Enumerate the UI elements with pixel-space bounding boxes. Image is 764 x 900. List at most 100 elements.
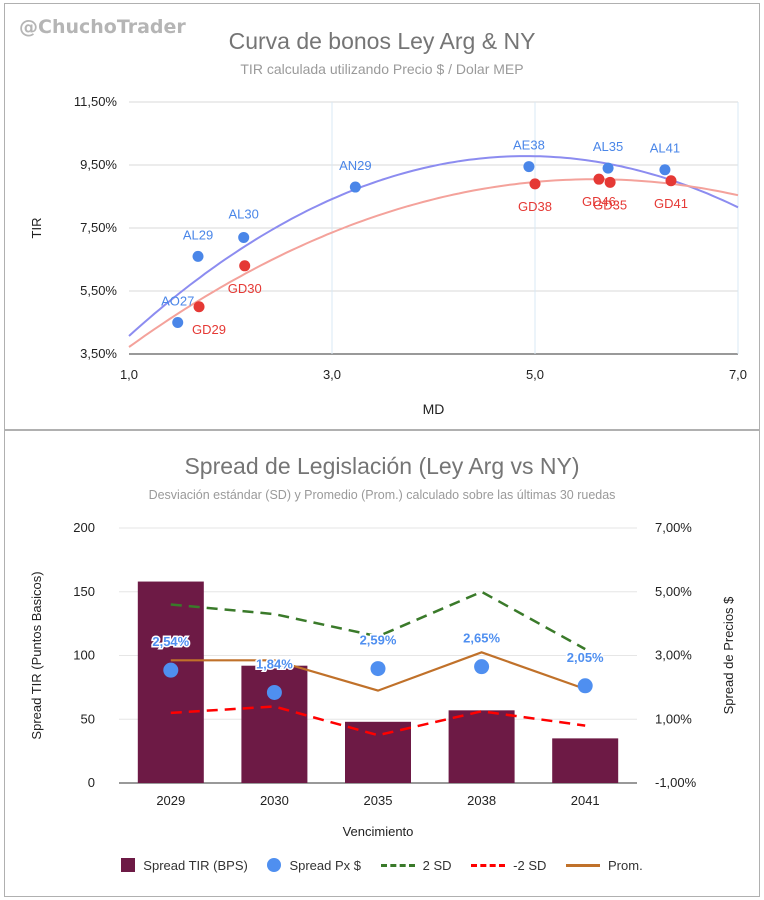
trendline bbox=[128, 178, 739, 348]
data-point bbox=[163, 662, 179, 678]
data-point bbox=[665, 175, 677, 187]
data-point bbox=[193, 301, 205, 313]
y2-tick-label: 7,00% bbox=[655, 520, 692, 535]
data-point bbox=[239, 260, 251, 272]
data-label: AL29 bbox=[183, 227, 213, 242]
x-tick-label: 2029 bbox=[156, 793, 185, 808]
y2-tick-label: 5,00% bbox=[655, 584, 692, 599]
x-tick-label: 2030 bbox=[260, 793, 289, 808]
legend-swatch bbox=[566, 863, 601, 867]
x-tick-label: 2038 bbox=[467, 793, 496, 808]
bar bbox=[448, 710, 515, 783]
data-label: GD46 bbox=[582, 194, 616, 209]
data-label: AL30 bbox=[229, 206, 259, 221]
data-point bbox=[266, 684, 282, 700]
data-label: GD38 bbox=[518, 199, 552, 214]
y2-tick-label: -1,00% bbox=[655, 775, 697, 790]
y-tick-label: 100 bbox=[73, 648, 95, 663]
legend-label: Spread Px $ bbox=[289, 857, 361, 873]
x-tick-label: 1,0 bbox=[120, 367, 138, 382]
data-point bbox=[659, 164, 671, 176]
bar bbox=[241, 665, 308, 783]
data-point bbox=[192, 250, 204, 262]
data-label: AN29 bbox=[339, 158, 372, 173]
data-point bbox=[604, 176, 616, 188]
data-label: GD30 bbox=[228, 281, 262, 296]
data-label: 2,05% bbox=[567, 650, 604, 665]
legend-item-2sd: 2 SD bbox=[380, 857, 452, 873]
watermark: @ChuchoTrader bbox=[19, 16, 186, 38]
data-point bbox=[349, 181, 361, 193]
data-point bbox=[529, 178, 541, 190]
chart-subtitle: TIR calculada utilizando Precio $ / Dola… bbox=[240, 61, 524, 77]
data-label: GD29 bbox=[192, 322, 226, 337]
bar bbox=[137, 581, 204, 783]
data-label: 2,65% bbox=[463, 631, 500, 646]
data-point bbox=[172, 317, 184, 328]
data-label: GD41 bbox=[654, 196, 688, 211]
x-axis-title: Vencimiento bbox=[343, 824, 414, 839]
y2-axis-title: Spread de Precios $ bbox=[721, 596, 736, 715]
bond-curve-plot: 3,50% 5,50% 7,50% 9,50% 11,50% 1,0 3,0 5,0 7,0 MD… bbox=[29, 94, 747, 417]
data-point bbox=[602, 162, 614, 174]
data-label: 1,84% bbox=[256, 656, 293, 671]
data-label: AL35 bbox=[593, 139, 623, 154]
data-point bbox=[577, 678, 593, 694]
chart-legend: Spread TIR (BPS) Spread Px $ 2 SD -2 SD … bbox=[5, 856, 759, 873]
chart-title: Curva de bonos Ley Arg & NY bbox=[228, 28, 536, 54]
x-tick-label: 5,0 bbox=[526, 367, 544, 382]
x-tick-label: 2035 bbox=[364, 793, 393, 808]
bar bbox=[345, 721, 411, 783]
data-point bbox=[523, 161, 535, 173]
legend-item-spread-tir: Spread TIR (BPS) bbox=[121, 857, 248, 873]
data-label: AL41 bbox=[650, 141, 680, 156]
y2-tick-label: 3,00% bbox=[655, 648, 692, 663]
legend-label: Spread TIR (BPS) bbox=[143, 857, 248, 873]
data-label: GD35 bbox=[593, 197, 627, 212]
y-tick-label: 200 bbox=[73, 520, 95, 535]
chart-subtitle: Desviación estándar (SD) y Promedio (Pro… bbox=[148, 488, 616, 502]
y-tick-label: 9,50% bbox=[80, 157, 117, 172]
legend-swatch bbox=[380, 863, 415, 867]
series-line bbox=[170, 590, 586, 651]
data-label: 2,54% bbox=[152, 634, 189, 649]
data-point bbox=[593, 173, 605, 185]
legend-label: -2 SD bbox=[513, 857, 547, 873]
y-axis-title: TIR bbox=[29, 218, 44, 239]
spread-plot: 0 50 100 150 200 -1,00% 1,00% 3,00% 5,00% 7,00% Sp… bbox=[29, 520, 736, 839]
legend-label: 2 SD bbox=[422, 857, 452, 873]
legend-swatch bbox=[267, 858, 282, 873]
data-point bbox=[370, 661, 386, 677]
series-line bbox=[170, 705, 586, 737]
y-tick-label: 50 bbox=[81, 711, 95, 726]
y-tick-label: 11,50% bbox=[74, 94, 118, 109]
legend-item-prom: Prom. bbox=[566, 857, 643, 873]
y-tick-label: 7,50% bbox=[80, 220, 117, 235]
x-tick-label: 2041 bbox=[571, 793, 600, 808]
y-tick-label: 3,50% bbox=[80, 346, 117, 361]
series-line bbox=[170, 651, 586, 692]
y-tick-label: 150 bbox=[73, 584, 95, 599]
legend-item-minus-2sd: -2 SD bbox=[471, 857, 546, 873]
trendline bbox=[128, 155, 739, 337]
legend-label: Prom. bbox=[608, 857, 643, 873]
y-tick-label: 0 bbox=[88, 775, 95, 790]
y2-tick-label: 1,00% bbox=[655, 711, 692, 726]
y-tick-label: 5,50% bbox=[80, 283, 117, 298]
data-label: AE38 bbox=[513, 138, 545, 153]
data-point bbox=[474, 659, 490, 675]
data-label: AO27 bbox=[161, 294, 194, 309]
bar bbox=[552, 738, 619, 783]
bond-curve-chart: @ChuchoTrader Curva de bonos Ley Arg & N… bbox=[4, 3, 760, 430]
legend-swatch bbox=[471, 863, 506, 867]
y-axis-title: Spread TIR (Puntos Basicos) bbox=[29, 571, 44, 739]
legislation-spread-chart: Spread de Legislación (Ley Arg vs NY) De… bbox=[4, 430, 760, 897]
x-axis-title: MD bbox=[423, 401, 445, 417]
data-label: 2,59% bbox=[360, 633, 397, 648]
x-tick-label: 7,0 bbox=[729, 367, 747, 382]
legend-swatch bbox=[121, 858, 136, 873]
legend-item-spread-px: Spread Px $ bbox=[267, 857, 361, 873]
x-tick-label: 3,0 bbox=[323, 367, 341, 382]
chart-title: Spread de Legislación (Ley Arg vs NY) bbox=[184, 453, 580, 479]
data-point bbox=[238, 231, 250, 243]
